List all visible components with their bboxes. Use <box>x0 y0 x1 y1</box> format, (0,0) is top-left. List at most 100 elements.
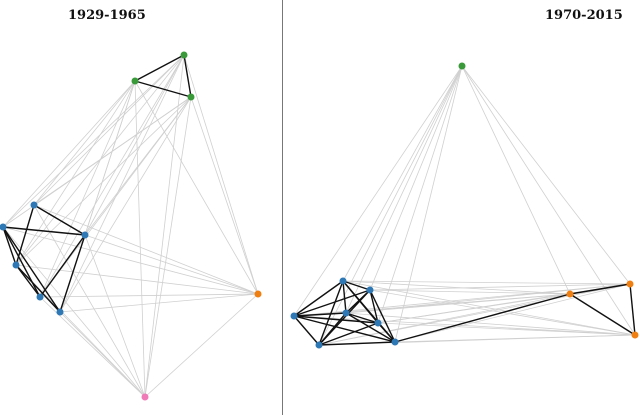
weak-edge <box>59 54 185 313</box>
orange-node <box>566 290 574 298</box>
strong-edge <box>39 234 86 298</box>
pink-node <box>141 393 149 401</box>
weak-edge <box>144 293 259 398</box>
weak-edge <box>144 96 192 398</box>
weak-edge <box>39 80 136 298</box>
weak-edge <box>2 54 185 228</box>
strong-edge <box>2 226 86 236</box>
strong-edge <box>629 283 636 336</box>
weak-edge <box>318 65 463 346</box>
weak-edge <box>369 65 463 291</box>
blue-node <box>30 201 38 209</box>
weak-edge <box>39 293 259 298</box>
strong-edge <box>293 289 371 317</box>
weak-edge <box>342 280 631 285</box>
strong-edge <box>59 234 86 313</box>
weak-edge <box>84 234 259 295</box>
weak-edge <box>134 80 259 295</box>
orange-node <box>254 290 262 298</box>
green-node <box>131 77 139 85</box>
weak-edge <box>15 96 192 266</box>
strong-edge <box>318 312 347 346</box>
blue-node <box>391 338 399 346</box>
orange-node <box>626 280 634 288</box>
strong-edge <box>369 289 379 324</box>
weak-edge <box>369 283 631 291</box>
blue-node <box>290 312 298 320</box>
strong-edge <box>134 54 185 82</box>
strong-edge <box>183 54 192 98</box>
weak-edge <box>293 65 463 317</box>
weak-edge <box>318 283 631 346</box>
weak-edge <box>59 311 146 398</box>
panel-divider <box>282 0 283 415</box>
weak-edge <box>2 226 259 295</box>
weak-edge <box>345 293 571 314</box>
strong-edge <box>293 312 347 317</box>
weak-edge <box>293 315 636 336</box>
blue-node <box>56 308 64 316</box>
strong-edge <box>2 226 17 266</box>
weak-edge <box>345 65 463 314</box>
strong-edge <box>345 312 396 343</box>
weak-edge <box>15 264 259 295</box>
weak-edge <box>59 96 192 313</box>
weak-edge <box>15 80 136 266</box>
blue-node <box>342 309 350 317</box>
weak-edge <box>33 204 259 295</box>
weak-edge <box>39 296 146 398</box>
weak-edge <box>33 204 146 398</box>
strong-edge <box>134 80 192 98</box>
weak-edge <box>39 54 185 298</box>
green-node <box>187 93 195 101</box>
weak-edge <box>2 96 192 228</box>
weak-edge <box>345 283 631 314</box>
weak-edge <box>342 65 463 282</box>
weak-edge <box>461 65 636 336</box>
weak-edge <box>2 226 146 398</box>
strong-edge <box>318 280 344 346</box>
weak-edge <box>33 54 185 206</box>
weak-edge <box>190 96 259 295</box>
panel-title-left: 1929-1965 <box>68 8 146 23</box>
weak-edge <box>144 54 185 398</box>
weak-edge <box>461 65 631 285</box>
strong-edge <box>15 204 35 266</box>
strong-edge <box>569 283 631 295</box>
blue-node <box>315 341 323 349</box>
orange-node <box>631 331 639 339</box>
weak-edge <box>461 65 571 295</box>
weak-edge <box>84 234 146 398</box>
strong-edge <box>293 315 379 324</box>
strong-edge <box>293 315 396 343</box>
weak-edge <box>394 334 636 343</box>
green-node <box>180 51 188 59</box>
weak-edge <box>342 280 636 336</box>
blue-node <box>339 277 347 285</box>
strong-edge <box>318 322 379 346</box>
weak-edge <box>345 312 636 336</box>
blue-node <box>0 223 7 231</box>
weak-edge <box>84 54 185 236</box>
blue-node <box>374 319 382 327</box>
strong-edge <box>293 280 344 317</box>
weak-edge <box>2 80 136 228</box>
weak-edge <box>377 65 463 324</box>
strong-edge <box>345 312 379 324</box>
strong-edge <box>377 322 396 343</box>
green-node <box>458 62 466 70</box>
strong-edge <box>2 226 41 298</box>
weak-edge <box>33 80 136 206</box>
weak-edge <box>342 280 571 295</box>
blue-node <box>366 286 374 294</box>
weak-edge <box>59 293 259 313</box>
strong-edge <box>33 204 86 236</box>
strong-edge <box>394 293 571 343</box>
strong-edge <box>342 280 371 291</box>
strong-edge <box>342 280 347 314</box>
weak-edge <box>183 54 259 295</box>
weak-edge <box>134 80 146 398</box>
weak-edge <box>39 96 192 298</box>
strong-edge <box>15 264 61 313</box>
